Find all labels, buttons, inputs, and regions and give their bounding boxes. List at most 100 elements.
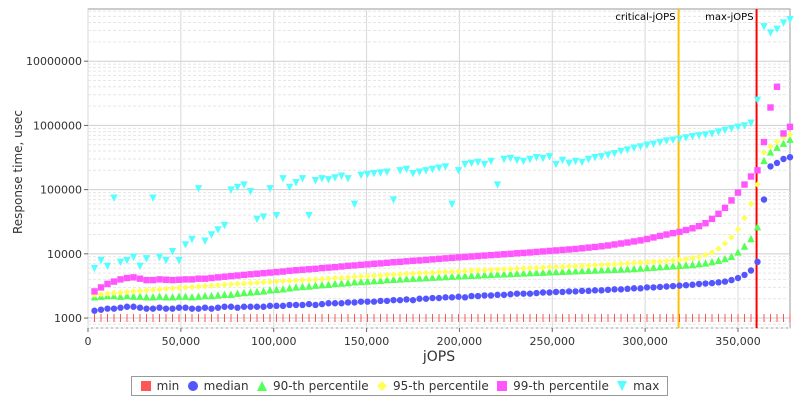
data-point [376,276,385,285]
data-point [116,292,125,300]
data-point [643,263,651,272]
data-point [461,160,469,169]
data-point [136,275,144,282]
data-point [188,235,196,244]
data-point [188,293,196,301]
data-point [104,290,111,297]
data-point [779,19,788,27]
data-point [448,272,456,280]
data-point [351,262,358,269]
data-point [441,163,450,171]
data-point [240,303,248,310]
data-point [221,303,228,310]
data-point [533,248,540,256]
legend-label: median [203,379,249,393]
data-point [591,266,599,274]
data-point [669,257,677,264]
data-point [708,215,716,223]
data-point [650,284,657,291]
data-point [487,266,495,273]
data-point [91,307,98,314]
data-point [520,265,527,272]
data-point [214,226,222,234]
data-point [507,265,514,273]
data-point [389,275,398,283]
data-point [168,293,177,301]
data-point [597,153,606,161]
data-point [558,156,567,165]
data-point [610,265,619,273]
data-point [220,290,229,299]
legend-swatch [187,381,198,391]
data-point [429,269,436,276]
data-point [273,302,280,310]
data-point [377,297,384,305]
data-point [526,268,534,277]
legend-swatch [497,381,508,391]
data-point [533,264,540,272]
data-point [741,271,748,279]
data-point [311,281,320,289]
legend-label: min [156,379,180,393]
data-point [214,291,222,299]
data-point [155,253,164,261]
data-point [676,256,683,263]
data-point [201,237,209,245]
data-point [409,270,417,277]
data-point [357,277,365,286]
data-point [195,283,202,290]
data-point [520,249,527,257]
data-point [240,280,248,287]
data-point [773,143,781,151]
data-point [565,246,573,253]
data-point [702,220,709,227]
data-point [572,288,579,295]
data-point [715,245,722,252]
data-point [233,183,242,192]
data-point [253,279,261,286]
data-point [227,281,235,288]
data-point [156,304,163,311]
data-point [779,139,788,147]
data-point [559,246,566,254]
data-point [500,155,508,164]
data-point [598,261,605,269]
data-point [299,266,306,273]
y-tick-label: 10000 [47,248,82,261]
data-point [357,171,365,180]
data-point [350,200,359,209]
data-point [253,270,261,277]
data-point [493,270,502,278]
data-point [285,284,294,292]
data-point [689,254,696,262]
data-point [663,283,670,290]
data-point [136,304,144,311]
data-point [753,96,762,105]
data-point [201,304,209,311]
data-point [585,244,592,251]
data-point [129,292,138,300]
data-point [487,251,495,259]
data-point [279,175,287,183]
data-point [760,23,768,31]
data-point [403,296,410,303]
data-point [279,268,287,275]
legend-swatch [256,381,267,391]
legend-marker [617,381,628,391]
data-point [532,268,541,277]
data-point [286,301,293,309]
data-point [461,271,469,280]
data-point [728,197,735,204]
data-point [767,163,774,170]
data-point [656,283,664,291]
data-point [773,159,781,167]
data-point [519,157,528,166]
data-point [734,189,742,196]
data-point [506,154,515,163]
data-point [318,275,326,283]
data-point [104,280,111,288]
data-point [292,283,300,291]
data-point [552,263,560,271]
data-point [604,242,612,249]
data-point [279,302,287,310]
